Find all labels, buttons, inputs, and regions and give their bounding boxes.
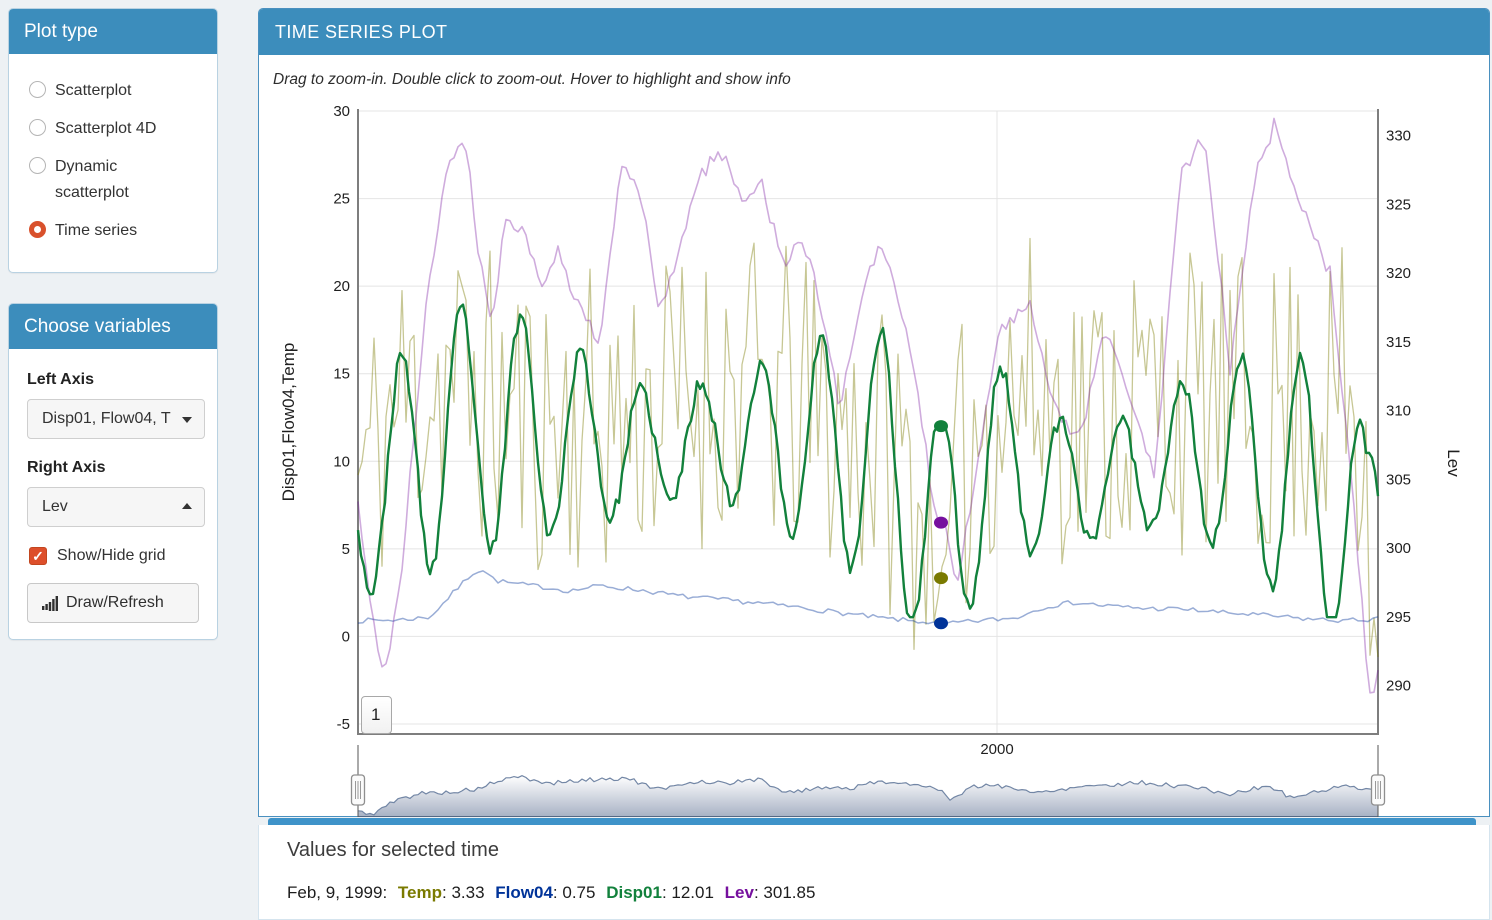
value-name-lev: Lev: [725, 883, 754, 902]
right-axis-title: Lev: [1444, 449, 1463, 477]
value-disp01: 12.01: [671, 883, 714, 902]
checkbox-icon[interactable]: ✓: [29, 547, 47, 565]
choose-variables-panel-body: Left Axis Disp01, Flow04, T Right Axis L…: [9, 349, 217, 639]
chart-area[interactable]: Drag to zoom-in. Double click to zoom-ou…: [259, 55, 1489, 817]
radio-label: Dynamic scatterplot: [55, 154, 185, 206]
highlight-dot-temp: [934, 572, 948, 584]
right-axis-tick: 305: [1386, 471, 1411, 488]
draw-refresh-label: Draw/Refresh: [66, 594, 164, 612]
sidebar: Plot type Scatterplot Scatterplot 4D Dyn…: [8, 8, 218, 670]
values-panel-title: Values for selected time: [287, 839, 1489, 862]
right-axis-tick: 290: [1386, 678, 1411, 695]
left-axis-tick: 25: [333, 191, 350, 208]
range-selector-area[interactable]: [358, 776, 1378, 817]
time-series-chart[interactable]: 30 25 20 15 10 5 0 -5 330 325 320 315 310 305 300 295 29…: [259, 55, 1489, 817]
left-axis-tick: 10: [333, 453, 350, 470]
show-hide-grid-label: Show/Hide grid: [57, 547, 166, 565]
roll-period-input[interactable]: [361, 696, 392, 734]
x-axis-tick: 2000: [980, 741, 1013, 758]
value-name-disp01: Disp01: [606, 883, 662, 902]
right-axis-tick: 325: [1386, 197, 1411, 214]
main-column: TIME SERIES PLOT Drag to zoom-in. Double…: [258, 8, 1490, 920]
app-root: Plot type Scatterplot Scatterplot 4D Dyn…: [0, 0, 1492, 920]
right-axis-select[interactable]: Lev: [27, 487, 205, 527]
highlight-dot-lev: [934, 517, 948, 529]
plot-type-panel-body: Scatterplot Scatterplot 4D Dynamic scatt…: [9, 54, 217, 272]
left-axis-tick: 30: [333, 103, 350, 120]
right-axis-label: Right Axis: [27, 459, 205, 477]
left-axis-tick: 20: [333, 278, 350, 295]
draw-refresh-button[interactable]: Draw/Refresh: [27, 583, 199, 623]
plot-type-panel: Plot type Scatterplot Scatterplot 4D Dyn…: [8, 8, 218, 273]
choose-variables-panel: Choose variables Left Axis Disp01, Flow0…: [8, 303, 218, 640]
right-axis-tick: 295: [1386, 609, 1411, 626]
left-axis-tick: -5: [337, 716, 350, 733]
time-series-panel: TIME SERIES PLOT Drag to zoom-in. Double…: [258, 8, 1490, 817]
value-name-temp: Temp: [398, 883, 442, 902]
left-axis-label: Left Axis: [27, 371, 205, 389]
radio-icon[interactable]: [29, 81, 46, 98]
right-axis-tick: 330: [1386, 128, 1411, 145]
radio-scatterplot-4d[interactable]: Scatterplot 4D: [29, 116, 205, 142]
left-axis-title: Disp01,Flow04,Temp: [279, 343, 298, 502]
radio-dynamic-scatterplot[interactable]: Dynamic scatterplot: [29, 154, 205, 206]
radio-label: Time series: [55, 218, 185, 244]
series-flow04: [358, 571, 1378, 624]
radio-scatterplot[interactable]: Scatterplot: [29, 78, 205, 104]
right-axis-tick: 315: [1386, 334, 1411, 351]
value-flow04: 0.75: [562, 883, 595, 902]
series-lev: [358, 118, 1378, 692]
radio-icon[interactable]: [29, 221, 46, 238]
chart-instruction: Drag to zoom-in. Double click to zoom-ou…: [273, 71, 791, 89]
right-axis-tick: 300: [1386, 540, 1411, 557]
selected-date: Feb, 9, 1999:: [287, 883, 387, 902]
radio-icon[interactable]: [29, 157, 46, 174]
radio-icon[interactable]: [29, 119, 46, 136]
chevron-down-icon: [182, 417, 192, 423]
right-axis-select-value: Lev: [42, 498, 68, 515]
left-axis-select-value: Disp01, Flow04, T: [42, 410, 171, 427]
highlight-dot-disp01: [934, 420, 948, 432]
radio-time-series[interactable]: Time series: [29, 218, 205, 244]
selected-time-values: Feb, 9, 1999: Temp: 3.33 Flow04: 0.75 Di…: [287, 883, 1489, 903]
chevron-up-icon: [182, 503, 192, 509]
left-axis-select[interactable]: Disp01, Flow04, T: [27, 399, 205, 439]
show-hide-grid-checkbox-row[interactable]: ✓ Show/Hide grid: [29, 547, 205, 565]
left-axis-tick: 0: [342, 628, 350, 645]
left-axis-tick: 5: [342, 541, 350, 558]
bar-chart-icon: [42, 595, 58, 611]
value-temp: 3.33: [451, 883, 484, 902]
plot-type-panel-header: Plot type: [9, 9, 217, 54]
values-panel-top-border: [268, 818, 1476, 825]
value-name-flow04: Flow04: [495, 883, 553, 902]
radio-label: Scatterplot 4D: [55, 116, 185, 142]
radio-label: Scatterplot: [55, 78, 185, 104]
right-axis-tick: 310: [1386, 403, 1411, 420]
highlight-dot-flow04: [934, 617, 948, 629]
left-axis-tick: 15: [333, 366, 350, 383]
values-panel: Values for selected time Feb, 9, 1999: T…: [258, 825, 1490, 920]
right-axis-tick: 320: [1386, 265, 1411, 282]
value-lev: 301.85: [763, 883, 815, 902]
time-series-panel-header: TIME SERIES PLOT: [259, 9, 1489, 55]
series-temp: [358, 239, 1378, 658]
choose-variables-panel-header: Choose variables: [9, 304, 217, 349]
